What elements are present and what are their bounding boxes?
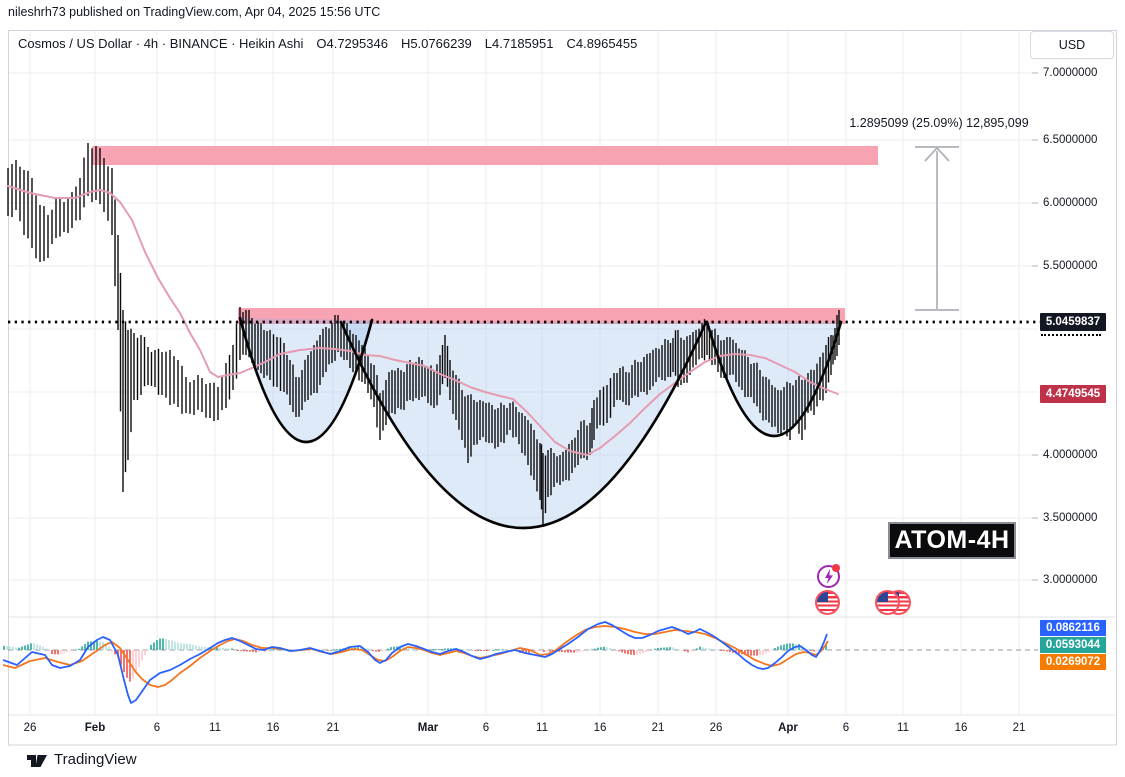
measure-arrow[interactable] — [915, 146, 959, 311]
time-tick-label: 11 — [209, 722, 221, 734]
price-tick-label: 6.0000000 — [1043, 197, 1098, 209]
tradingview-logo-text: TradingView — [54, 751, 137, 768]
tradingview-logo-icon — [27, 754, 47, 767]
time-tick-label: 21 — [1012, 722, 1026, 734]
price-tick-label: 7.0000000 — [1043, 67, 1098, 79]
us-flag-front-icon — [875, 590, 900, 615]
price-tick-label: 5.5000000 — [1043, 260, 1098, 272]
neckline-dots-fragment — [1041, 334, 1101, 336]
price-tick-label: 4.0000000 — [1043, 449, 1098, 461]
time-tick-label: Apr — [778, 722, 798, 734]
symbol-title[interactable]: Cosmos / US Dollar · 4h · BINANCE · Heik… — [18, 36, 304, 51]
macd-value-label: 0.0862116 — [1040, 620, 1106, 636]
time-tick-label: 6 — [482, 722, 490, 734]
time-tick-label: Feb — [84, 722, 106, 734]
ohlc-low: L4.7185951 — [484, 36, 554, 51]
measured-move-text[interactable]: 1.2895099 (25.09%) 12,895,099 — [849, 116, 1029, 130]
publisher-bar: nileshrh73 published on TradingView.com,… — [8, 5, 381, 19]
flag-canton — [817, 592, 829, 602]
notification-dot — [832, 564, 840, 572]
us-flag-sticker-icon[interactable] — [815, 590, 840, 615]
zap-sticker-icon[interactable] — [817, 564, 840, 588]
tradingview-watermark[interactable]: TradingView — [26, 751, 137, 768]
time-tick-label: 21 — [651, 722, 665, 734]
pattern-title-label[interactable]: ATOM-4H — [888, 522, 1016, 559]
current-price-label: 5.0459837 — [1040, 313, 1106, 331]
time-tick-label: 26 — [709, 722, 723, 734]
ma-line — [7, 185, 839, 456]
time-tick-label: 6 — [153, 722, 161, 734]
price-tick-label: 3.0000000 — [1043, 574, 1098, 586]
time-tick-label: 16 — [266, 722, 280, 734]
macd-value-label: 0.0269072 — [1040, 654, 1106, 670]
macd-panel — [2, 621, 1038, 704]
time-tick-label: Mar — [417, 722, 439, 734]
price-tick-label: 6.5000000 — [1043, 134, 1098, 146]
ohlc-close: C4.8965455 — [566, 36, 638, 51]
time-tick-label: 16 — [954, 722, 968, 734]
resistance-zones[interactable] — [92, 146, 878, 324]
macd-main-line — [2, 621, 828, 704]
grid-layer — [8, 30, 1117, 746]
ohlc-high: H5.0766239 — [400, 36, 472, 51]
time-tick-label: 6 — [842, 722, 850, 734]
currency-toggle-button[interactable]: USD — [1030, 31, 1114, 59]
time-tick-label: 11 — [536, 722, 548, 734]
price-tick-label: 3.5000000 — [1043, 512, 1098, 524]
symbol-legend: Cosmos / US Dollar · 4h · BINANCE · Heik… — [18, 36, 637, 51]
time-tick-label: 16 — [593, 722, 607, 734]
macd-signal-line — [2, 625, 829, 688]
ma-price-label: 4.4749545 — [1040, 385, 1106, 403]
macd-value-label: 0.0593044 — [1040, 637, 1106, 653]
us-flag-pair-sticker-icon[interactable] — [875, 590, 912, 615]
time-tick-label: 21 — [326, 722, 340, 734]
time-tick-label: 26 — [23, 722, 37, 734]
ohlc-open: O4.7295346 — [316, 36, 388, 51]
cup-pattern-outlines[interactable] — [238, 316, 843, 530]
time-tick-label: 11 — [897, 722, 909, 734]
